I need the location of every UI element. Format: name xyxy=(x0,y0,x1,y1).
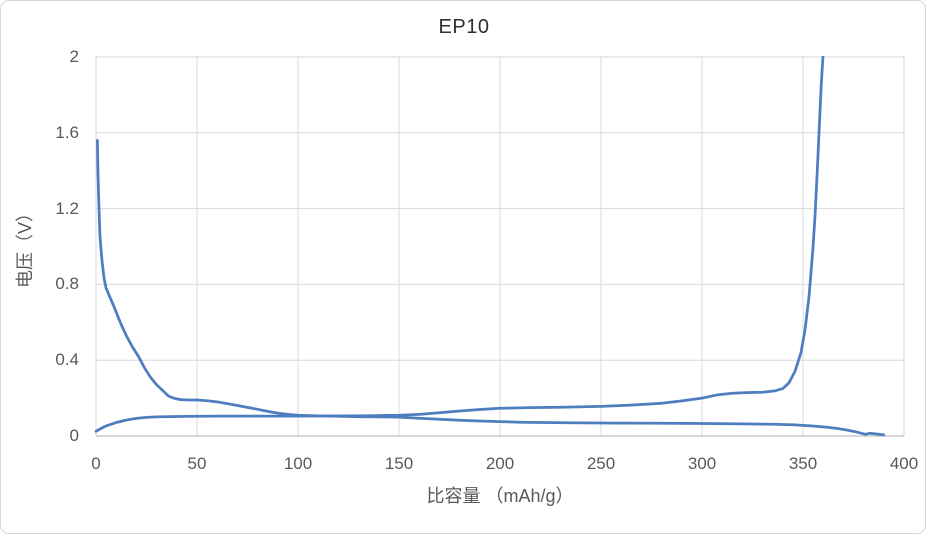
x-tick-label: 350 xyxy=(788,454,818,473)
y-tick-label: 0 xyxy=(69,426,79,445)
y-tick-label: 0.4 xyxy=(55,350,79,370)
y-tick-label: 1.6 xyxy=(55,122,79,142)
x-tick-label: 200 xyxy=(485,454,515,473)
x-axis-title: 比容量 （mAh/g） xyxy=(426,486,574,506)
x-tick-label: 100 xyxy=(283,454,313,473)
y-axis-title: 电压（V） xyxy=(15,204,35,289)
x-tick-label: 300 xyxy=(687,454,717,473)
y-tick-label: 2 xyxy=(69,47,79,66)
x-tick-label: 50 xyxy=(187,454,207,473)
y-tick-label: 0.8 xyxy=(55,274,79,294)
x-tick-label: 150 xyxy=(384,454,414,473)
x-tick-label: 250 xyxy=(586,454,616,473)
chart-title: EP10 xyxy=(438,16,490,38)
x-tick-label: 0 xyxy=(91,454,101,473)
y-tick-label: 1.2 xyxy=(55,198,79,218)
x-tick-label: 400 xyxy=(889,454,919,473)
series-line-charge_curve xyxy=(94,56,825,433)
series-line-discharge_curve xyxy=(96,139,886,437)
